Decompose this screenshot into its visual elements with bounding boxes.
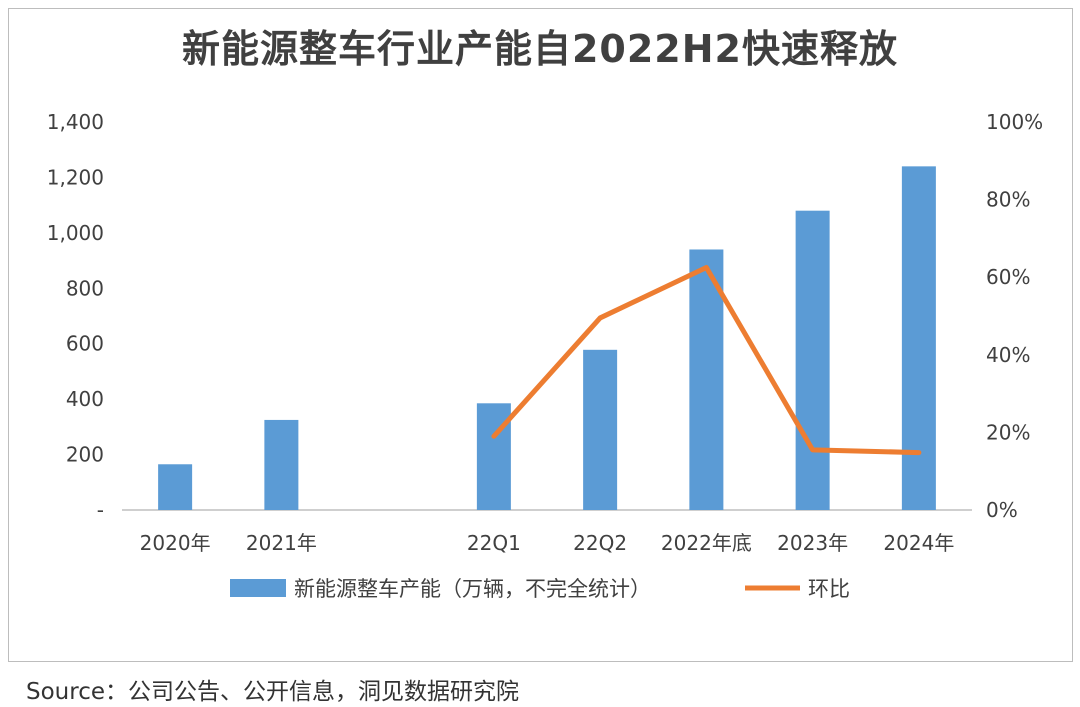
bar <box>158 464 193 510</box>
legend-line-label: 环比 <box>808 577 850 601</box>
source-note: Source：公司公告、公开信息，洞见数据研究院 <box>26 679 519 705</box>
left-tick-label: 400 <box>66 387 104 411</box>
bar-series <box>158 166 936 511</box>
line-series <box>491 265 922 456</box>
legend-bar-label: 新能源整车产能（万辆，不完全统计） <box>294 577 651 601</box>
left-tick-label: - <box>97 498 104 522</box>
right-axis-ticks: 0% 20% 40% 60% 80% 100% <box>986 110 1043 522</box>
left-tick-label: 200 <box>66 443 104 467</box>
x-tick-label: 2020年 <box>140 531 211 555</box>
right-tick-label: 20% <box>986 420 1030 444</box>
left-axis-ticks: - 200 400 600 800 1,000 1,200 1,400 <box>47 110 104 522</box>
legend: 新能源整车产能（万辆，不完全统计） 环比 <box>230 577 850 601</box>
bar <box>583 349 618 510</box>
x-tick-label: 22Q1 <box>467 531 521 555</box>
right-tick-label: 80% <box>986 188 1030 212</box>
bar <box>901 166 936 511</box>
left-tick-label: 800 <box>66 276 104 300</box>
x-tick-label: 2021年 <box>246 531 317 555</box>
right-tick-label: 100% <box>986 110 1043 134</box>
left-tick-label: 1,000 <box>47 221 104 245</box>
left-tick-label: 600 <box>66 332 104 356</box>
x-tick-label: 2024年 <box>883 531 954 555</box>
right-tick-label: 40% <box>986 343 1030 367</box>
legend-bar-swatch <box>230 579 286 597</box>
chart-frame <box>8 8 1073 662</box>
left-tick-label: 1,400 <box>47 110 104 134</box>
bar <box>689 249 724 510</box>
bar <box>795 210 830 510</box>
left-tick-label: 1,200 <box>47 165 104 189</box>
bar <box>264 419 299 510</box>
x-axis-ticks: 2020年 2021年 22Q1 22Q2 2022年底 2023年 2024年 <box>140 531 955 555</box>
x-tick-label: 2023年 <box>777 531 848 555</box>
right-tick-label: 60% <box>986 265 1030 289</box>
right-tick-label: 0% <box>986 498 1018 522</box>
x-tick-label: 22Q2 <box>573 531 627 555</box>
chart-title: 新能源整车行业产能自2022H2快速释放 <box>181 27 898 71</box>
x-tick-label: 2022年底 <box>661 531 752 555</box>
